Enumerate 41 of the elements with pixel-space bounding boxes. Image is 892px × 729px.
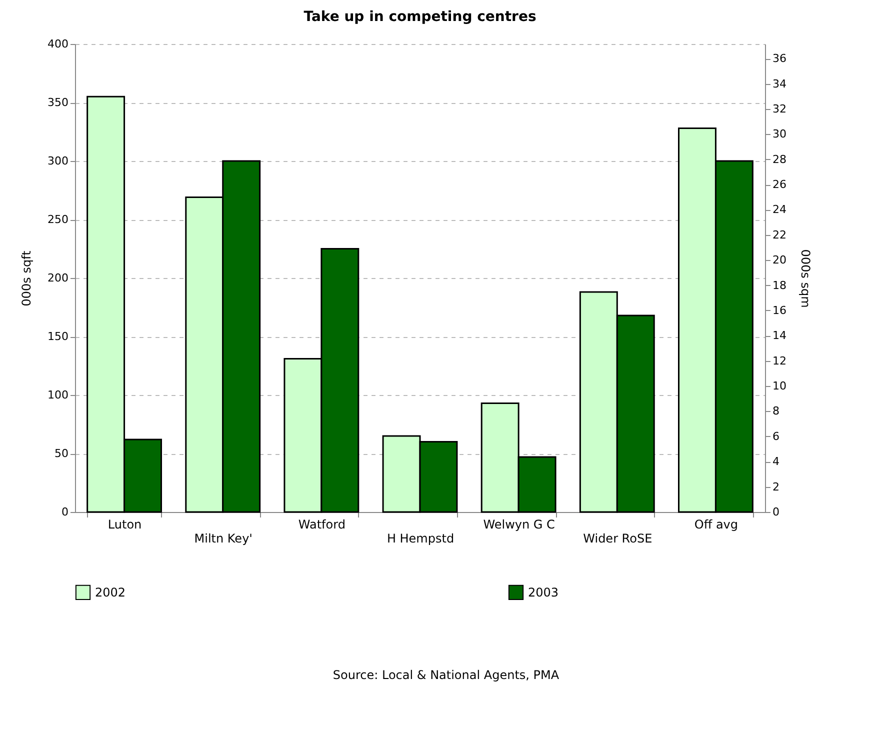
x-tick-label: Off avg — [694, 518, 738, 532]
y2-tick-label: 34 — [772, 77, 786, 90]
y-tick-label: 350 — [48, 96, 68, 109]
y2-tick-label: 36 — [772, 52, 786, 66]
x-tick-label: Watford — [298, 518, 346, 532]
y-tick-label: 50 — [54, 447, 68, 460]
y2-axis-title: 000s sqm — [798, 249, 812, 308]
y2-tick-label: 32 — [772, 102, 786, 116]
y-tick-label: 150 — [48, 330, 68, 343]
y2-tick-label: 18 — [772, 278, 786, 292]
y2-tick-label: 28 — [772, 152, 786, 166]
x-tick-label: Welwyn G C — [483, 518, 555, 532]
y2-tick-label: 8 — [772, 404, 780, 418]
y2-tick-label: 22 — [772, 228, 786, 242]
y2-tick-label: 24 — [772, 203, 786, 216]
y2-tick-label: 12 — [772, 354, 786, 368]
chart-title: Take up in competing centres — [304, 9, 536, 25]
y2-tick-label: 30 — [772, 128, 786, 141]
legend-label: 2003 — [528, 585, 559, 600]
x-tick-label: Luton — [108, 518, 142, 532]
y-tick-label: 250 — [48, 213, 68, 226]
y2-tick-label: 4 — [772, 455, 780, 468]
y2-tick-label: 20 — [772, 254, 786, 267]
y-tick-label: 0 — [62, 506, 68, 518]
y2-tick-label: 6 — [772, 430, 780, 443]
y-tick-label: 200 — [48, 272, 68, 284]
y2-tick-label: 16 — [772, 304, 786, 317]
y-tick-label: 400 — [48, 38, 68, 50]
source-note: Source: Local & National Agents, PMA — [332, 668, 560, 682]
y-tick-label: 100 — [48, 388, 68, 402]
y2-tick-label: 26 — [772, 178, 786, 192]
y2-tick-label: 14 — [772, 329, 786, 342]
y2-tick-label: 0 — [772, 506, 780, 518]
x-tick-label: H Hempstd — [386, 532, 454, 546]
y2-tick-label: 10 — [772, 380, 786, 393]
x-tick-label: Miltn Key' — [194, 532, 252, 546]
y2-tick-label: 2 — [772, 480, 780, 494]
x-tick-label: Wider RoSE — [583, 532, 652, 546]
legend-label: 2002 — [95, 585, 126, 600]
y-axis-title: 000s sqft — [20, 250, 34, 306]
y-tick-label: 300 — [48, 154, 68, 168]
